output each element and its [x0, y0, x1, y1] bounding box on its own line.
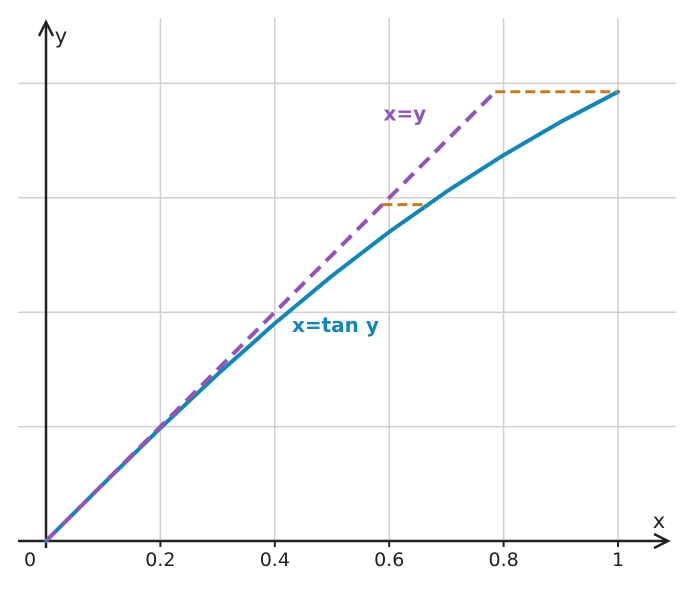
series — [44, 89, 620, 543]
y-axis-arrow — [37, 19, 55, 37]
axes — [18, 19, 671, 550]
x-tick-label: 0 — [24, 549, 36, 571]
x-tick-label: 0.8 — [488, 549, 518, 571]
labels: 0 0.2 0.4 0.6 0.8 1 x y x=y x=tan y — [24, 24, 665, 571]
y-axis-label: y — [55, 24, 67, 48]
x-tick-label: 0.6 — [374, 549, 404, 571]
identity-annotation: x=y — [383, 102, 426, 126]
x-tick-label: 0.4 — [260, 549, 290, 571]
grid — [18, 18, 676, 545]
identity-line — [44, 90, 497, 543]
x-axis-arrow — [653, 532, 671, 550]
x-axis-label: x — [653, 509, 665, 533]
x-tick-label: 0.2 — [145, 549, 175, 571]
x-tick-label: 1 — [612, 549, 624, 571]
tan-annotation: x=tan y — [292, 313, 379, 337]
